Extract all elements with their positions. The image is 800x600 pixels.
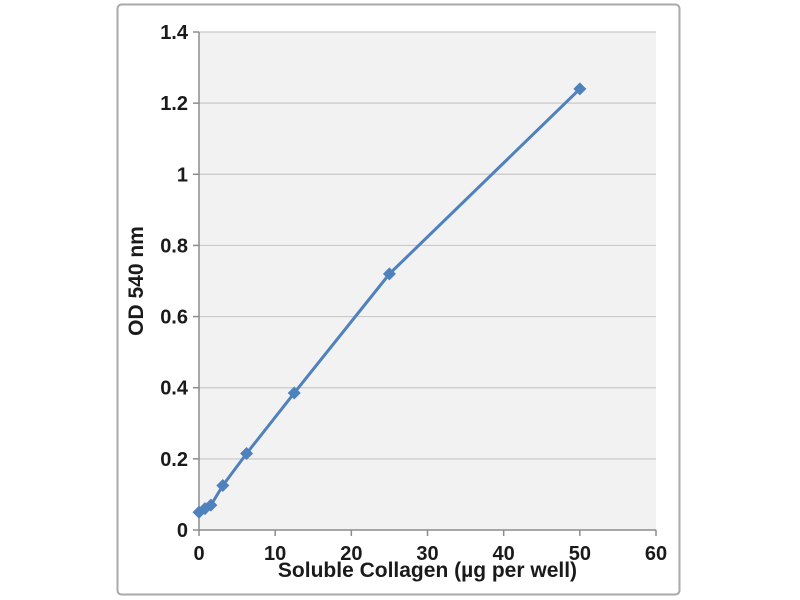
y-tick-label: 1.4: [160, 22, 189, 44]
data-point-marker: [204, 498, 218, 512]
x-tick-label: 30: [416, 543, 438, 565]
data-point-marker: [573, 82, 587, 96]
x-tick-label: 10: [264, 543, 286, 565]
y-tick-label: 0.2: [160, 449, 188, 471]
y-tick-label: 0.8: [160, 235, 188, 257]
data-point-marker: [216, 479, 230, 493]
data-point-marker: [240, 447, 254, 461]
x-tick-label: 50: [569, 543, 591, 565]
data-point-marker: [382, 267, 396, 281]
y-axis-title: OD 540 nm: [125, 226, 148, 336]
x-axis-title: Soluble Collagen (µg per well): [277, 559, 578, 582]
x-tick-label: 60: [645, 543, 667, 565]
y-tick-label: 0: [177, 520, 188, 542]
y-tick-label: 0.4: [160, 378, 189, 400]
x-tick-label: 0: [193, 543, 204, 565]
plot-area: [199, 32, 656, 530]
data-point-marker: [287, 386, 301, 400]
y-tick-label: 1: [177, 164, 188, 186]
y-tick-label: 0.6: [160, 307, 188, 329]
y-tick-label: 1.2: [160, 93, 188, 115]
x-tick-label: 40: [493, 543, 515, 565]
x-tick-label: 20: [340, 543, 362, 565]
